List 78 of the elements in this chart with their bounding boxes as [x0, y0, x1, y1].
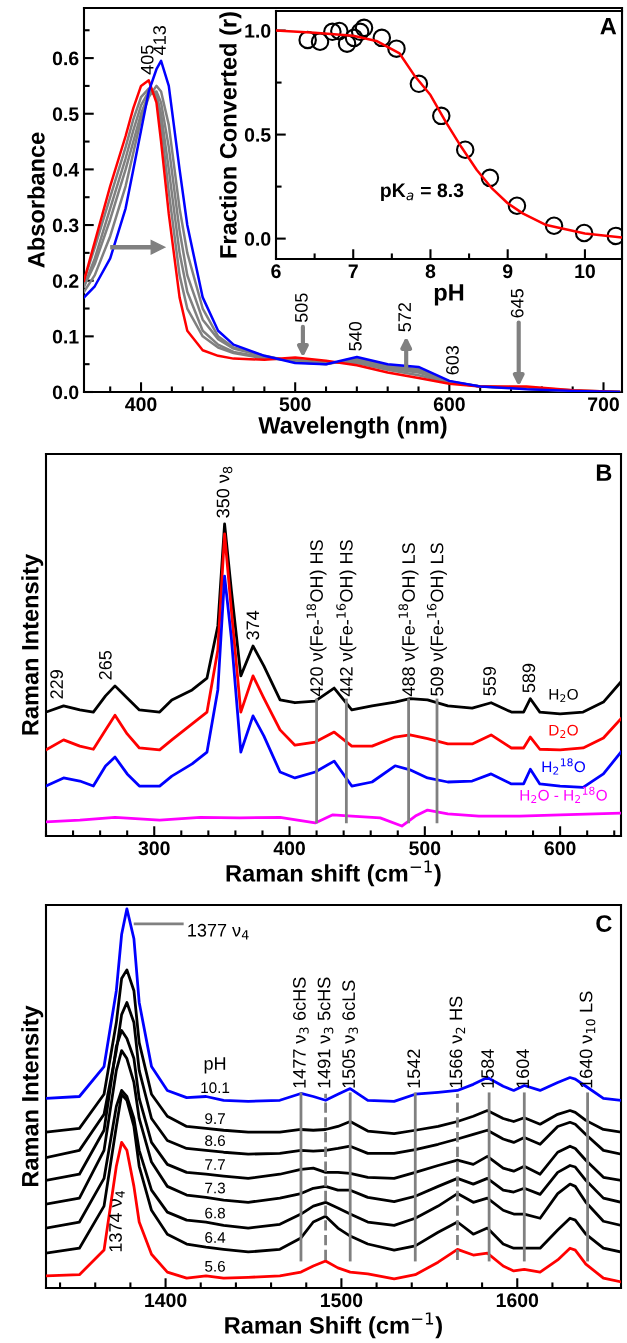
annotation: 559: [483, 666, 496, 696]
text: B: [596, 464, 612, 481]
x-axis-title: Wavelength (nm): [258, 416, 447, 439]
ref-line-label: 1566 ν$_{2}$ HS: [449, 996, 466, 1088]
x-tick-label: 10: [575, 264, 595, 279]
y-tick-label: 0.5: [52, 107, 79, 121]
y-axis-title: Absorbance: [27, 132, 45, 268]
series-label: H$_{2}$$^{18}$O: [542, 758, 585, 775]
annotation: 589: [522, 663, 536, 693]
annotation: 645: [510, 289, 524, 318]
ref-line-label: 1505 ν$_{3}$ 6cLS: [342, 980, 358, 1088]
series-label: 6.8: [205, 1207, 226, 1219]
series-label: 9.7: [205, 1113, 225, 1125]
series-label: H$_{2}$O - H$_{2}$$^{18}$O: [520, 786, 607, 803]
y-tick-label: 0.0: [52, 385, 79, 400]
annotation: 1374 ν$_{4}$: [109, 1190, 125, 1252]
y-tick-label: 0.6: [52, 51, 79, 66]
annotation: 405: [140, 45, 154, 75]
annotation: 572: [398, 303, 412, 332]
ref-line-label: 1542: [407, 1049, 421, 1088]
y-tick-label: 0.2: [52, 274, 79, 288]
series-label: 6.4: [205, 1232, 226, 1243]
ref-line-label: 442 ν(Fe-$^{16}$OH) HS: [336, 540, 357, 697]
y-tick-label: 0.4: [52, 162, 80, 177]
annotation: 350 ν$_{8}$: [216, 466, 233, 518]
y-tick-label: 1.0: [245, 24, 271, 38]
legend-title: pH: [204, 1057, 226, 1074]
x-tick-label: 600: [433, 397, 465, 412]
x-tick-label: 6: [271, 264, 281, 279]
ref-line-label: 1604: [516, 1049, 530, 1088]
y-tick-label: 0.5: [244, 128, 271, 142]
y-tick-label: 0.0: [244, 232, 271, 246]
ref-line-label: 1491 ν$_{3}$ 5cHS: [317, 977, 334, 1088]
series-label: 8.6: [205, 1135, 225, 1147]
y-axis-title: Raman Intensity: [21, 553, 44, 735]
annotation: 540: [348, 321, 362, 351]
x-tick-label: 400: [273, 841, 305, 856]
ref-line-label: 488 ν(Fe-$^{18}$OH) LS: [398, 543, 419, 697]
y-axis-title: Fraction Converted (r): [219, 12, 242, 258]
y-tick-label: 0.1: [52, 329, 79, 344]
series-label: 7.7: [205, 1159, 225, 1170]
series-label: D$_{2}$O: [549, 724, 578, 738]
x-tick-label: 700: [588, 397, 619, 412]
x-axis-title: Raman Shift (cm$^{−1}$): [225, 1312, 442, 1339]
y-tick-label: 0.3: [52, 218, 79, 233]
x-axis-title: pH: [434, 284, 464, 306]
series-label: H$_{2}$O: [549, 688, 578, 703]
x-tick-label: 500: [279, 397, 311, 412]
series-label: 10.1: [201, 1082, 230, 1094]
x-tick-label: 8: [425, 264, 436, 279]
x-tick-label: 500: [409, 841, 441, 856]
y-axis-title: Raman Intensity: [21, 1005, 44, 1187]
annotation: A: [600, 18, 617, 35]
x-tick-label: 400: [125, 397, 157, 412]
annotation: 374: [246, 610, 260, 640]
x-tick-label: 1600: [496, 1293, 539, 1308]
annotation: 229: [50, 670, 64, 699]
series-label: 5.6: [205, 1260, 225, 1272]
x-tick-label: 600: [544, 841, 576, 856]
ref-line-label: 420 ν(Fe-$^{18}$OH) HS: [306, 540, 327, 697]
x-tick-label: 1500: [321, 1293, 363, 1308]
ref-line-label: 509 ν(Fe-$^{16}$OH) LS: [426, 543, 447, 696]
annotation: 413: [153, 25, 166, 55]
annotation: C: [596, 915, 612, 932]
x-tick-label: 1400: [145, 1293, 187, 1308]
annotation: 603: [446, 345, 459, 375]
annotation: 505: [294, 293, 308, 323]
x-tick-label: 7: [348, 264, 358, 278]
ref-line-label: 1640 ν$_{10}$ LS: [579, 991, 596, 1088]
x-tick-label: 300: [138, 841, 170, 856]
ref-line-label: 1584: [481, 1049, 494, 1088]
x-axis-title: Raman shift (cm$^{−1}$): [226, 860, 441, 887]
annotation: pK$_{a}$ = 8.3: [381, 183, 464, 202]
series-label: 7.3: [205, 1182, 225, 1194]
x-tick-label: 9: [502, 264, 513, 279]
annotation: 265: [98, 650, 112, 680]
ref-line-label: 1477 ν$_{3}$ 6cHS: [293, 977, 309, 1088]
annotation: 1377 ν$_{4}$: [188, 923, 249, 940]
